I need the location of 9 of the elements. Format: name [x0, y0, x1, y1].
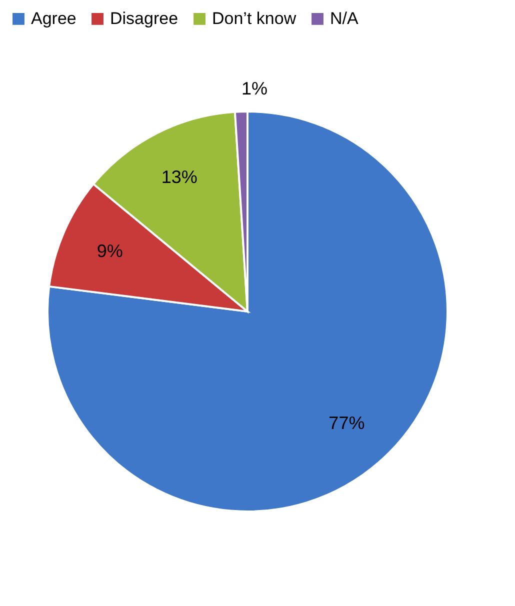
legend-label: N/A — [330, 8, 359, 28]
legend-label: Don’t know — [212, 8, 297, 28]
data-label: 77% — [328, 413, 365, 434]
pie-slice — [46, 110, 448, 512]
data-label: 1% — [241, 78, 268, 99]
data-label: 13% — [161, 166, 198, 187]
legend-label: Disagree — [110, 8, 178, 28]
data-label: 9% — [96, 240, 123, 261]
legend-label: Agree — [31, 8, 76, 28]
